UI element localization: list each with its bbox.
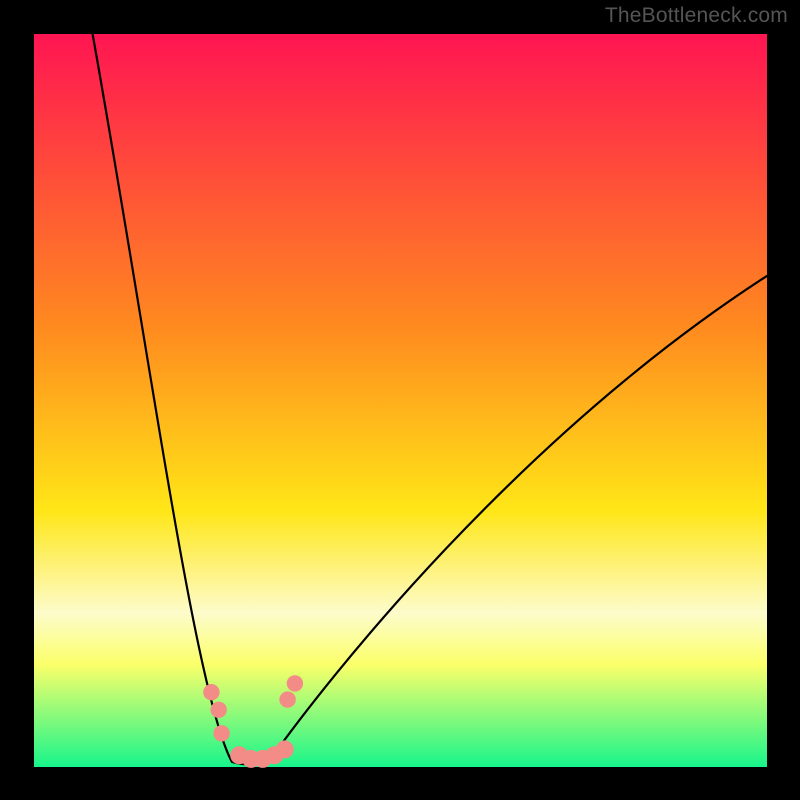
marker-point <box>279 691 295 707</box>
marker-point <box>287 675 303 691</box>
watermark-text: TheBottleneck.com <box>605 4 788 28</box>
marker-point <box>276 740 294 758</box>
marker-point <box>203 684 219 700</box>
marker-point <box>213 725 229 741</box>
chart-svg <box>0 0 800 800</box>
bottleneck-chart: TheBottleneck.com <box>0 0 800 800</box>
plot-area <box>34 34 767 767</box>
marker-point <box>211 702 227 718</box>
